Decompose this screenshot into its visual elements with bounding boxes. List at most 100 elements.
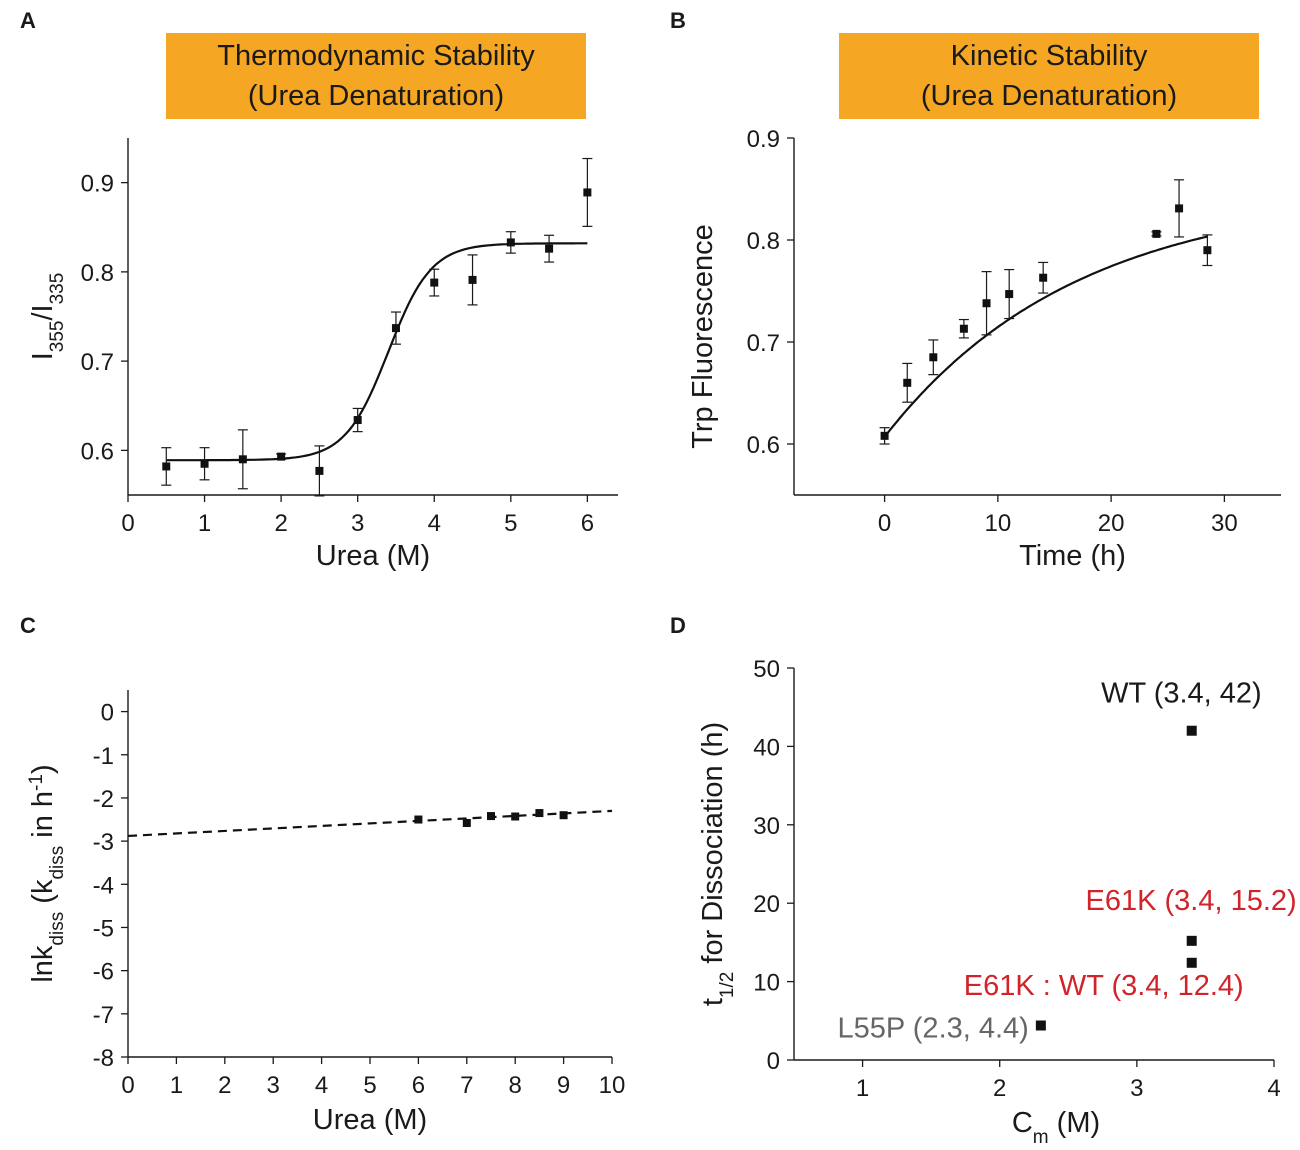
x-tick-label: 0 [121,510,134,537]
y-axis-label: lnkdiss (kdiss in h-1) [26,764,68,982]
data-point [1175,204,1184,213]
data-point [200,459,209,468]
y-label-sub: diss [47,912,68,946]
y-tick-label: 0.8 [747,228,780,255]
y-tick-label: 0.6 [81,438,114,465]
data-point [315,466,324,475]
y-label-sub: 1/2 [717,972,738,998]
y-axis-label: I355/I335 [27,273,68,361]
x-tick-label: 20 [1098,510,1125,537]
y-tick-label: 0.6 [747,432,780,459]
data-point [468,275,477,284]
data-point [1039,273,1048,282]
y-label-close: ) [27,764,59,774]
y-tick-label: -6 [93,959,114,986]
data-point [487,812,495,821]
x-tick-label: 1 [170,1072,183,1099]
y-tick-label: 0.9 [747,126,780,153]
y-tick-label: 30 [753,813,780,840]
panel-letter: B [670,8,686,33]
banner-box [166,33,586,119]
data-point [982,299,991,308]
data-point [162,462,171,471]
x-tick-label: 5 [504,510,517,537]
x-tick-label: 2 [218,1072,231,1099]
y-axis-label: Trp Fluorescence [687,224,719,449]
x-tick-label: 10 [985,510,1012,537]
x-tick-label: 0 [878,510,891,537]
y-tick-label: -4 [93,872,114,899]
y-label-main: I [27,352,59,360]
banner-title-line1: Kinetic Stability [951,40,1148,72]
data-point [1186,935,1197,946]
y-label-sub: diss [47,846,68,880]
y-label-tail: in h [27,791,59,846]
point-label: L55P (2.3, 4.4) [838,1013,1029,1045]
y-tick-label: -5 [93,915,114,942]
banner-title-line1: Thermodynamic Stability [217,40,535,72]
x-tick-label: 3 [267,1072,280,1099]
data-point [430,278,439,287]
x-tick-label: 3 [351,510,364,537]
y-label-mid: (k [27,879,59,912]
y-tick-label: -2 [93,786,114,813]
x-tick-label: 9 [557,1072,570,1099]
banner-title-line2: (Urea Denaturation) [248,80,504,112]
point-label: E61K : WT (3.4, 12.4) [964,970,1244,1002]
x-tick-label: 30 [1211,510,1238,537]
fit-curve [166,242,588,462]
x-tick-label: 1 [856,1075,869,1102]
y-tick-label: -1 [93,743,114,770]
x-tick-label: 4 [315,1072,328,1099]
data-point [1186,957,1197,968]
data-point [238,455,247,464]
point-label: WT (3.4, 42) [1101,678,1262,710]
data-point [583,188,592,197]
x-axis-label: Time (h) [1019,540,1126,572]
x-tick-label: 6 [581,510,594,537]
y-label-sub: 335 [47,273,68,305]
y-label-sep: /I [27,304,59,320]
x-tick-label: 2 [993,1075,1006,1102]
x-tick-label: 4 [1267,1075,1280,1102]
y-tick-label: 40 [753,734,780,761]
data-point [1203,246,1212,255]
x-tick-label: 1 [198,510,211,537]
point-label: E61K (3.4, 15.2) [1086,885,1297,917]
data-point [1005,290,1014,299]
x-label-sub: m [1033,1127,1049,1148]
data-point [929,353,938,362]
y-tick-label: 50 [753,656,780,683]
data-point [506,238,515,247]
y-tick-label: 0 [101,700,114,727]
data-point [414,815,423,824]
x-label-main: C [1012,1107,1033,1139]
y-label-sub: 355 [47,321,68,353]
panel-b: B Kinetic Stability (Urea Denaturation) 0 10… [670,8,1281,572]
y-tick-label: 0.9 [81,171,114,198]
data-point [511,812,520,821]
x-tick-label: 6 [412,1072,425,1099]
panel-letter: C [20,613,36,638]
data-point [1152,229,1161,238]
y-tick-label: -8 [93,1045,114,1072]
panel-letter: A [20,8,36,33]
x-label-tail: (M) [1049,1107,1101,1139]
x-tick-label: 10 [599,1072,626,1099]
data-point [545,244,554,253]
y-tick-label: 0.7 [81,349,114,376]
x-tick-label: 4 [428,510,441,537]
banner-title-line2: (Urea Denaturation) [921,80,1177,112]
x-tick-label: 7 [460,1072,473,1099]
x-tick-label: 5 [363,1072,376,1099]
x-tick-label: 3 [1130,1075,1143,1102]
y-label-tail: for Dissociation (h) [697,722,729,972]
y-tick-label: 20 [753,891,780,918]
fit-curve [883,235,1208,438]
y-tick-label: 0.8 [81,260,114,287]
x-axis-label: Urea (M) [316,540,430,572]
data-point [959,324,968,333]
y-tick-label: 0 [767,1048,780,1075]
x-axis-label: Cm (M) [1012,1107,1100,1148]
